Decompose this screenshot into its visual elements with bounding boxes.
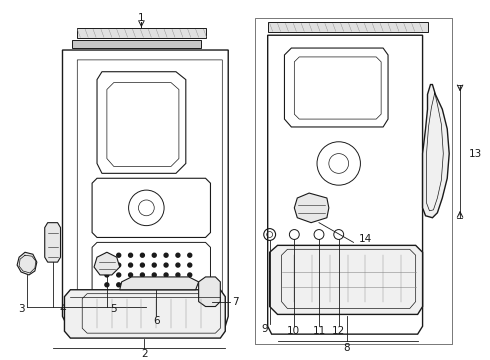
Circle shape xyxy=(141,253,145,257)
Text: 9: 9 xyxy=(261,324,268,334)
Circle shape xyxy=(188,283,192,287)
Circle shape xyxy=(164,273,168,277)
Text: 4: 4 xyxy=(59,305,66,315)
Circle shape xyxy=(152,253,156,257)
Text: 11: 11 xyxy=(312,326,326,336)
Circle shape xyxy=(141,273,145,277)
Text: 3: 3 xyxy=(18,305,24,315)
Text: 14: 14 xyxy=(359,234,372,244)
Text: 5: 5 xyxy=(110,305,117,315)
Circle shape xyxy=(105,253,109,257)
Circle shape xyxy=(176,263,180,267)
Polygon shape xyxy=(268,22,427,32)
Polygon shape xyxy=(294,193,329,223)
Circle shape xyxy=(128,283,132,287)
Circle shape xyxy=(105,283,109,287)
Polygon shape xyxy=(45,223,61,262)
Circle shape xyxy=(164,263,168,267)
Circle shape xyxy=(164,253,168,257)
Polygon shape xyxy=(65,290,225,338)
Text: 10: 10 xyxy=(287,326,300,336)
Text: 12: 12 xyxy=(332,326,345,336)
Circle shape xyxy=(128,273,132,277)
Polygon shape xyxy=(120,277,198,290)
Circle shape xyxy=(117,263,121,267)
Text: 13: 13 xyxy=(469,149,482,159)
Circle shape xyxy=(105,273,109,277)
Text: 6: 6 xyxy=(153,316,160,326)
Circle shape xyxy=(188,253,192,257)
Polygon shape xyxy=(73,40,200,48)
Circle shape xyxy=(152,283,156,287)
Circle shape xyxy=(164,283,168,287)
Polygon shape xyxy=(77,28,205,38)
Circle shape xyxy=(152,273,156,277)
Circle shape xyxy=(188,273,192,277)
Circle shape xyxy=(128,253,132,257)
Circle shape xyxy=(128,263,132,267)
Circle shape xyxy=(188,263,192,267)
Circle shape xyxy=(117,273,121,277)
Circle shape xyxy=(141,263,145,267)
Circle shape xyxy=(152,263,156,267)
Circle shape xyxy=(117,253,121,257)
Polygon shape xyxy=(270,246,422,314)
Text: 8: 8 xyxy=(343,343,350,353)
Circle shape xyxy=(141,283,145,287)
Polygon shape xyxy=(198,277,220,306)
Text: 1: 1 xyxy=(138,13,145,23)
Text: 2: 2 xyxy=(141,349,147,359)
Circle shape xyxy=(105,263,109,267)
Text: 7: 7 xyxy=(232,297,239,307)
Circle shape xyxy=(117,283,121,287)
Polygon shape xyxy=(17,252,37,275)
Circle shape xyxy=(176,283,180,287)
Polygon shape xyxy=(94,252,120,275)
Polygon shape xyxy=(422,85,449,218)
Circle shape xyxy=(176,273,180,277)
Circle shape xyxy=(176,253,180,257)
